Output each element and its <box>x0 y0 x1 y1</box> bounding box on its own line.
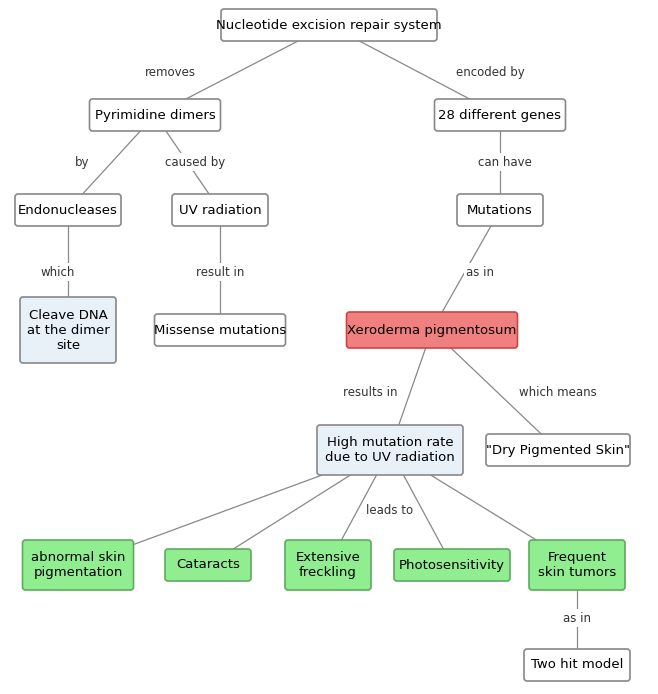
Text: UV radiation: UV radiation <box>179 203 261 217</box>
FancyBboxPatch shape <box>155 314 286 346</box>
Text: can have: can have <box>478 155 532 169</box>
Text: caused by: caused by <box>165 155 225 169</box>
FancyBboxPatch shape <box>347 312 517 348</box>
Text: Extensive
freckling: Extensive freckling <box>295 551 361 579</box>
FancyBboxPatch shape <box>221 9 437 41</box>
FancyBboxPatch shape <box>22 540 134 590</box>
Text: results in: results in <box>343 385 397 398</box>
Text: as in: as in <box>466 266 494 278</box>
FancyBboxPatch shape <box>529 540 625 590</box>
FancyBboxPatch shape <box>524 649 630 681</box>
FancyBboxPatch shape <box>172 194 268 226</box>
Text: Mutations: Mutations <box>467 203 533 217</box>
Text: Endonucleases: Endonucleases <box>18 203 118 217</box>
FancyBboxPatch shape <box>165 549 251 581</box>
FancyBboxPatch shape <box>285 540 371 590</box>
FancyBboxPatch shape <box>15 194 121 226</box>
Text: which: which <box>41 266 75 278</box>
Text: by: by <box>75 155 89 169</box>
Text: as in: as in <box>563 611 591 625</box>
Text: which means: which means <box>519 385 597 398</box>
Text: "Dry Pigmented Skin": "Dry Pigmented Skin" <box>486 443 630 457</box>
Text: removes: removes <box>145 65 195 78</box>
Text: Missense mutations: Missense mutations <box>154 323 286 337</box>
Text: Xeroderma pigmentosum: Xeroderma pigmentosum <box>347 323 517 337</box>
Text: Cataracts: Cataracts <box>176 559 240 571</box>
FancyBboxPatch shape <box>317 425 463 475</box>
Text: Two hit model: Two hit model <box>531 659 623 672</box>
Text: Pyrimidine dimers: Pyrimidine dimers <box>95 108 215 121</box>
FancyBboxPatch shape <box>20 297 116 363</box>
Text: abnormal skin
pigmentation: abnormal skin pigmentation <box>31 551 125 579</box>
Text: Photosensitivity: Photosensitivity <box>399 559 505 571</box>
FancyBboxPatch shape <box>457 194 543 226</box>
FancyBboxPatch shape <box>394 549 510 581</box>
FancyBboxPatch shape <box>486 434 630 466</box>
Text: High mutation rate
due to UV radiation: High mutation rate due to UV radiation <box>325 436 455 464</box>
Text: leads to: leads to <box>367 504 414 516</box>
Text: Frequent
skin tumors: Frequent skin tumors <box>538 551 616 579</box>
FancyBboxPatch shape <box>89 99 220 131</box>
Text: encoded by: encoded by <box>455 65 524 78</box>
Text: Cleave DNA
at the dimer
site: Cleave DNA at the dimer site <box>26 309 109 351</box>
FancyBboxPatch shape <box>434 99 565 131</box>
Text: 28 different genes: 28 different genes <box>438 108 561 121</box>
Text: result in: result in <box>196 266 244 278</box>
Text: Nucleotide excision repair system: Nucleotide excision repair system <box>216 19 442 31</box>
